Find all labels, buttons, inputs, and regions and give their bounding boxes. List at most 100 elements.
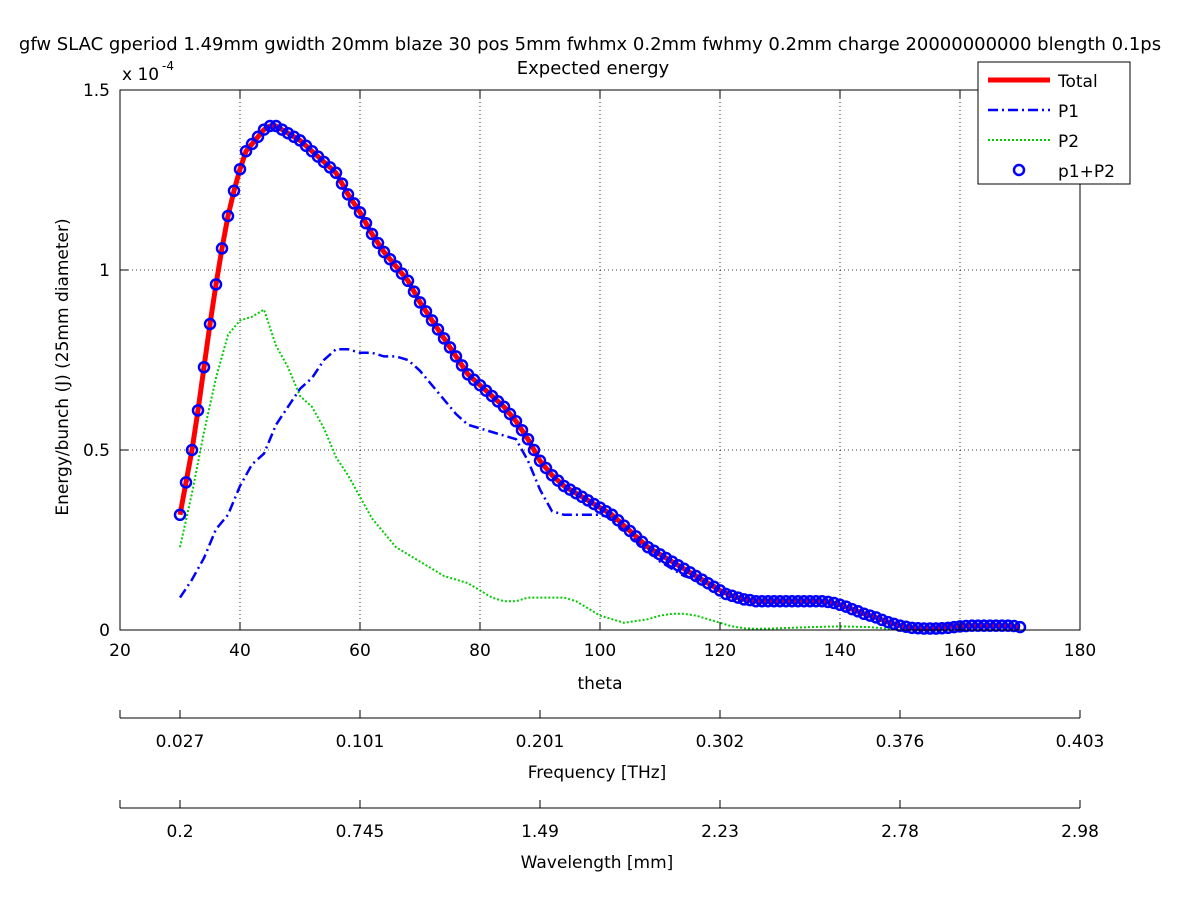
data-point: [425, 314, 439, 327]
data-point: [995, 619, 1009, 632]
data-point: [239, 144, 253, 158]
y-tick-label: 0.5: [83, 441, 110, 461]
data-point: [893, 619, 907, 632]
x-tick-label: 120: [704, 641, 736, 661]
data-point: [383, 252, 397, 266]
data-point: [437, 332, 451, 345]
series-p1p2-markers: [173, 119, 1027, 635]
data-point: [503, 407, 517, 421]
data-point: [395, 267, 409, 280]
data-point: [797, 594, 811, 608]
data-point: [989, 619, 1003, 632]
data-point: [197, 360, 211, 374]
data-point: [179, 476, 193, 489]
data-point: [209, 278, 223, 291]
legend-label-p1p2: p1+P2: [1058, 162, 1115, 182]
data-point: [509, 414, 523, 428]
frequency-axis-label: Frequency [THz]: [528, 763, 667, 783]
data-point: [443, 341, 457, 354]
grid-lines: [120, 90, 1080, 630]
secondary-tick-label: 2.23: [701, 822, 739, 842]
data-point: [827, 596, 841, 610]
data-point: [215, 242, 229, 255]
data-point: [227, 184, 241, 198]
secondary-tick-label: 0.101: [336, 732, 385, 752]
data-point: [905, 621, 919, 635]
y-exponent-power: -4: [162, 59, 174, 73]
secondary-tick-label: 0.376: [876, 732, 925, 752]
x-tick-label: 180: [1064, 641, 1096, 661]
secondary-tick-label: 0.403: [1056, 732, 1105, 752]
data-point: [431, 323, 445, 336]
data-point: [359, 216, 373, 230]
data-point: [401, 274, 415, 288]
x-tick-label: 160: [944, 641, 976, 661]
y-exponent-label: x 10 -4: [122, 59, 174, 85]
series-line-total: [177, 123, 1021, 632]
x-tick-label: 20: [109, 641, 131, 661]
data-point: [779, 594, 793, 608]
data-point: [377, 245, 391, 259]
data-point: [347, 197, 361, 210]
data-point: [833, 598, 847, 612]
data-point: [869, 611, 883, 624]
data-point: [911, 621, 925, 635]
data-point: [335, 177, 349, 190]
data-point: [923, 622, 937, 635]
data-point: [785, 594, 799, 608]
data-point: [755, 594, 769, 608]
data-point: [221, 209, 235, 223]
data-point: [173, 508, 187, 522]
data-point: [935, 621, 949, 635]
secondary-tick-label: 2.98: [1061, 822, 1099, 842]
data-point: [371, 236, 385, 250]
data-point: [965, 619, 979, 632]
plot-area: [173, 119, 1027, 635]
data-point: [419, 305, 433, 318]
data-point: [1013, 620, 1027, 634]
legend: Total P1 P2 p1+P2: [977, 61, 1131, 185]
data-point: [983, 619, 997, 632]
data-point: [353, 206, 367, 219]
x-axis-label: theta: [578, 674, 623, 694]
data-point: [329, 166, 343, 180]
x-tick-label: 40: [229, 641, 251, 661]
data-point: [791, 594, 805, 608]
data-point: [725, 589, 739, 603]
data-point: [953, 620, 967, 633]
series-line-p2: [179, 308, 901, 631]
data-point: [455, 359, 469, 372]
data-point: [731, 591, 745, 604]
data-point: [533, 454, 547, 468]
y-exponent-base: x 10: [122, 65, 159, 85]
x-tick-label: 80: [469, 641, 491, 661]
data-point: [527, 443, 541, 457]
data-point: [497, 400, 511, 414]
data-point: [749, 594, 763, 608]
data-point: [767, 594, 781, 608]
wavelength-axis-label: Wavelength [mm]: [521, 853, 674, 873]
data-point: [947, 620, 961, 634]
legend-label-p2: P2: [1058, 132, 1079, 152]
data-point: [245, 137, 259, 151]
data-point: [977, 619, 991, 632]
secondary-tick-label: 0.027: [156, 732, 205, 752]
x-axis-ticks: 20 40 60 80 100 120 140 160 180: [109, 90, 1096, 661]
data-point: [821, 595, 835, 609]
data-point: [539, 461, 553, 475]
data-point: [881, 615, 895, 629]
secondary-tick-label: 0.201: [516, 732, 565, 752]
data-point: [803, 594, 817, 608]
data-point: [251, 130, 265, 144]
legend-label-p1: P1: [1058, 102, 1079, 122]
data-point: [449, 350, 463, 363]
secondary-tick-label: 0.745: [336, 822, 385, 842]
x-tick-label: 60: [349, 641, 371, 661]
data-point: [875, 613, 889, 627]
data-point: [863, 609, 877, 622]
data-point: [413, 296, 427, 309]
data-point: [761, 594, 775, 608]
data-point: [191, 404, 205, 417]
chart-title: gfw SLAC gperiod 1.49mm gwidth 20mm blaz…: [19, 34, 1161, 55]
data-point: [1001, 619, 1015, 632]
